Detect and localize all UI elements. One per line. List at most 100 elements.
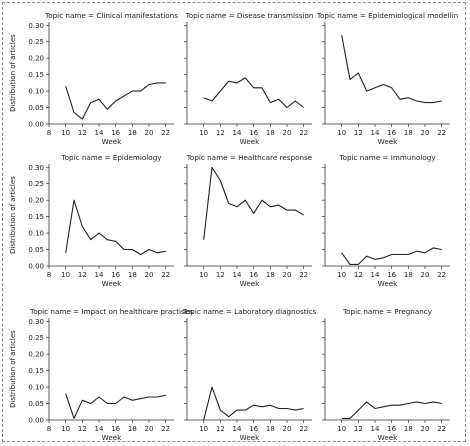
x-tick-label: 16: [111, 271, 120, 279]
y-axis-label: Distribution of articles: [9, 330, 17, 408]
panel: Topic name = Epidemiological modellin 10 1…: [316, 11, 458, 146]
x-tick-label: 22: [437, 271, 446, 279]
x-tick-label: 18: [266, 129, 275, 137]
x-tick-label: 20: [283, 425, 292, 433]
panel: Topic name = Disease transmission 10 12 14 1…: [184, 11, 313, 146]
x-tick-label: 14: [371, 129, 380, 137]
x-tick-label: 22: [161, 271, 170, 279]
x-tick-label: 18: [404, 129, 413, 137]
x-tick-label: 22: [299, 271, 308, 279]
series-line: [203, 166, 304, 240]
panel: Topic name = Epidemiology 0.00 0.05 0.10 0.1…: [9, 153, 174, 288]
x-tick-label: 18: [128, 425, 137, 433]
panel-title: Topic name = Epidemiological modellin: [316, 11, 458, 20]
series-line: [65, 82, 166, 120]
x-tick-label: 14: [233, 271, 242, 279]
y-tick-label: 0.05: [28, 104, 44, 112]
panel-title: Topic name = Epidemiology: [60, 153, 162, 162]
x-tick-label: 16: [387, 271, 396, 279]
x-axis-label: Week: [240, 433, 261, 442]
series-line: [65, 199, 166, 256]
y-tick-label: 0.15: [28, 213, 44, 221]
x-tick-label: 14: [233, 129, 242, 137]
y-tick-label: 0.30: [28, 318, 44, 326]
x-tick-label: 14: [95, 425, 104, 433]
figure-frame: [2, 2, 466, 442]
x-tick-label: 18: [404, 271, 413, 279]
panel: Topic name = Pregnancy 10 12 14 16 18 20 22 Week: [322, 307, 450, 442]
x-axis-label: Week: [240, 279, 261, 288]
y-tick-label: 0.10: [28, 230, 44, 238]
x-tick-label: 8: [47, 129, 51, 137]
y-tick-label: 0.05: [28, 400, 44, 408]
panel-title: Topic name = Laboratory diagnostics: [182, 307, 317, 316]
series-line: [203, 77, 305, 109]
panel: Topic name = Laboratory diagnostics 10 12 1…: [182, 307, 317, 442]
y-tick-label: 0.30: [28, 164, 44, 172]
x-tick-label: 16: [111, 425, 120, 433]
y-axis-label: Distribution of articles: [9, 34, 17, 112]
x-axis-label: Week: [378, 433, 399, 442]
panel-title: Topic name = Impact on healthcare practi…: [29, 307, 193, 316]
x-axis-label: Week: [102, 279, 123, 288]
x-tick-label: 14: [371, 271, 380, 279]
series-line: [341, 401, 442, 419]
x-tick-label: 16: [249, 271, 258, 279]
x-tick-label: 10: [61, 129, 70, 137]
x-tick-label: 10: [61, 271, 70, 279]
x-tick-label: 14: [233, 425, 242, 433]
x-tick-label: 12: [354, 129, 363, 137]
x-tick-label: 12: [216, 425, 225, 433]
x-axis-label: Week: [240, 137, 261, 146]
series-line: [341, 247, 442, 265]
x-tick-label: 8: [47, 425, 51, 433]
x-axis-label: Week: [102, 137, 123, 146]
x-tick-label: 16: [387, 425, 396, 433]
x-axis-label: Week: [378, 279, 399, 288]
x-tick-label: 18: [266, 425, 275, 433]
x-tick-label: 10: [61, 425, 70, 433]
x-tick-label: 20: [421, 129, 430, 137]
x-tick-label: 16: [249, 129, 258, 137]
x-tick-label: 10: [199, 425, 208, 433]
y-axis-label: Distribution of articles: [9, 176, 17, 254]
x-tick-label: 16: [387, 129, 396, 137]
x-tick-label: 18: [266, 271, 275, 279]
x-tick-label: 22: [437, 129, 446, 137]
x-tick-label: 20: [283, 129, 292, 137]
y-tick-label: 0.25: [28, 334, 44, 342]
x-tick-label: 10: [337, 129, 346, 137]
y-tick-label: 0.20: [28, 351, 44, 359]
y-tick-label: 0.00: [28, 263, 44, 271]
series-line: [203, 386, 304, 421]
y-tick-label: 0.25: [28, 38, 44, 46]
x-tick-label: 8: [47, 271, 51, 279]
y-tick-label: 0.00: [28, 417, 44, 425]
panel: Topic name = Healthcare response 10 12 14 16…: [184, 153, 313, 288]
x-tick-label: 12: [78, 425, 87, 433]
x-tick-label: 12: [78, 129, 87, 137]
y-tick-label: 0.05: [28, 246, 44, 254]
y-tick-label: 0.10: [28, 384, 44, 392]
x-tick-label: 20: [421, 425, 430, 433]
x-tick-label: 20: [145, 425, 154, 433]
panel: Topic name = Immunology 10 12 14 16 18 20 22 Wee…: [322, 153, 450, 288]
x-tick-label: 12: [78, 271, 87, 279]
panel-title: Topic name = Pregnancy: [342, 307, 433, 316]
x-axis-label: Week: [102, 433, 123, 442]
x-tick-label: 12: [216, 129, 225, 137]
panel-title: Topic name = Clinical manifestations: [44, 11, 178, 20]
y-tick-label: 0.15: [28, 367, 44, 375]
x-tick-label: 10: [337, 271, 346, 279]
x-tick-label: 18: [128, 129, 137, 137]
x-tick-label: 20: [283, 271, 292, 279]
x-tick-label: 22: [161, 129, 170, 137]
y-tick-label: 0.20: [28, 197, 44, 205]
x-tick-label: 14: [95, 271, 104, 279]
x-tick-label: 22: [299, 129, 308, 137]
x-tick-label: 20: [145, 129, 154, 137]
x-tick-label: 18: [404, 425, 413, 433]
x-tick-label: 20: [421, 271, 430, 279]
x-tick-label: 20: [145, 271, 154, 279]
